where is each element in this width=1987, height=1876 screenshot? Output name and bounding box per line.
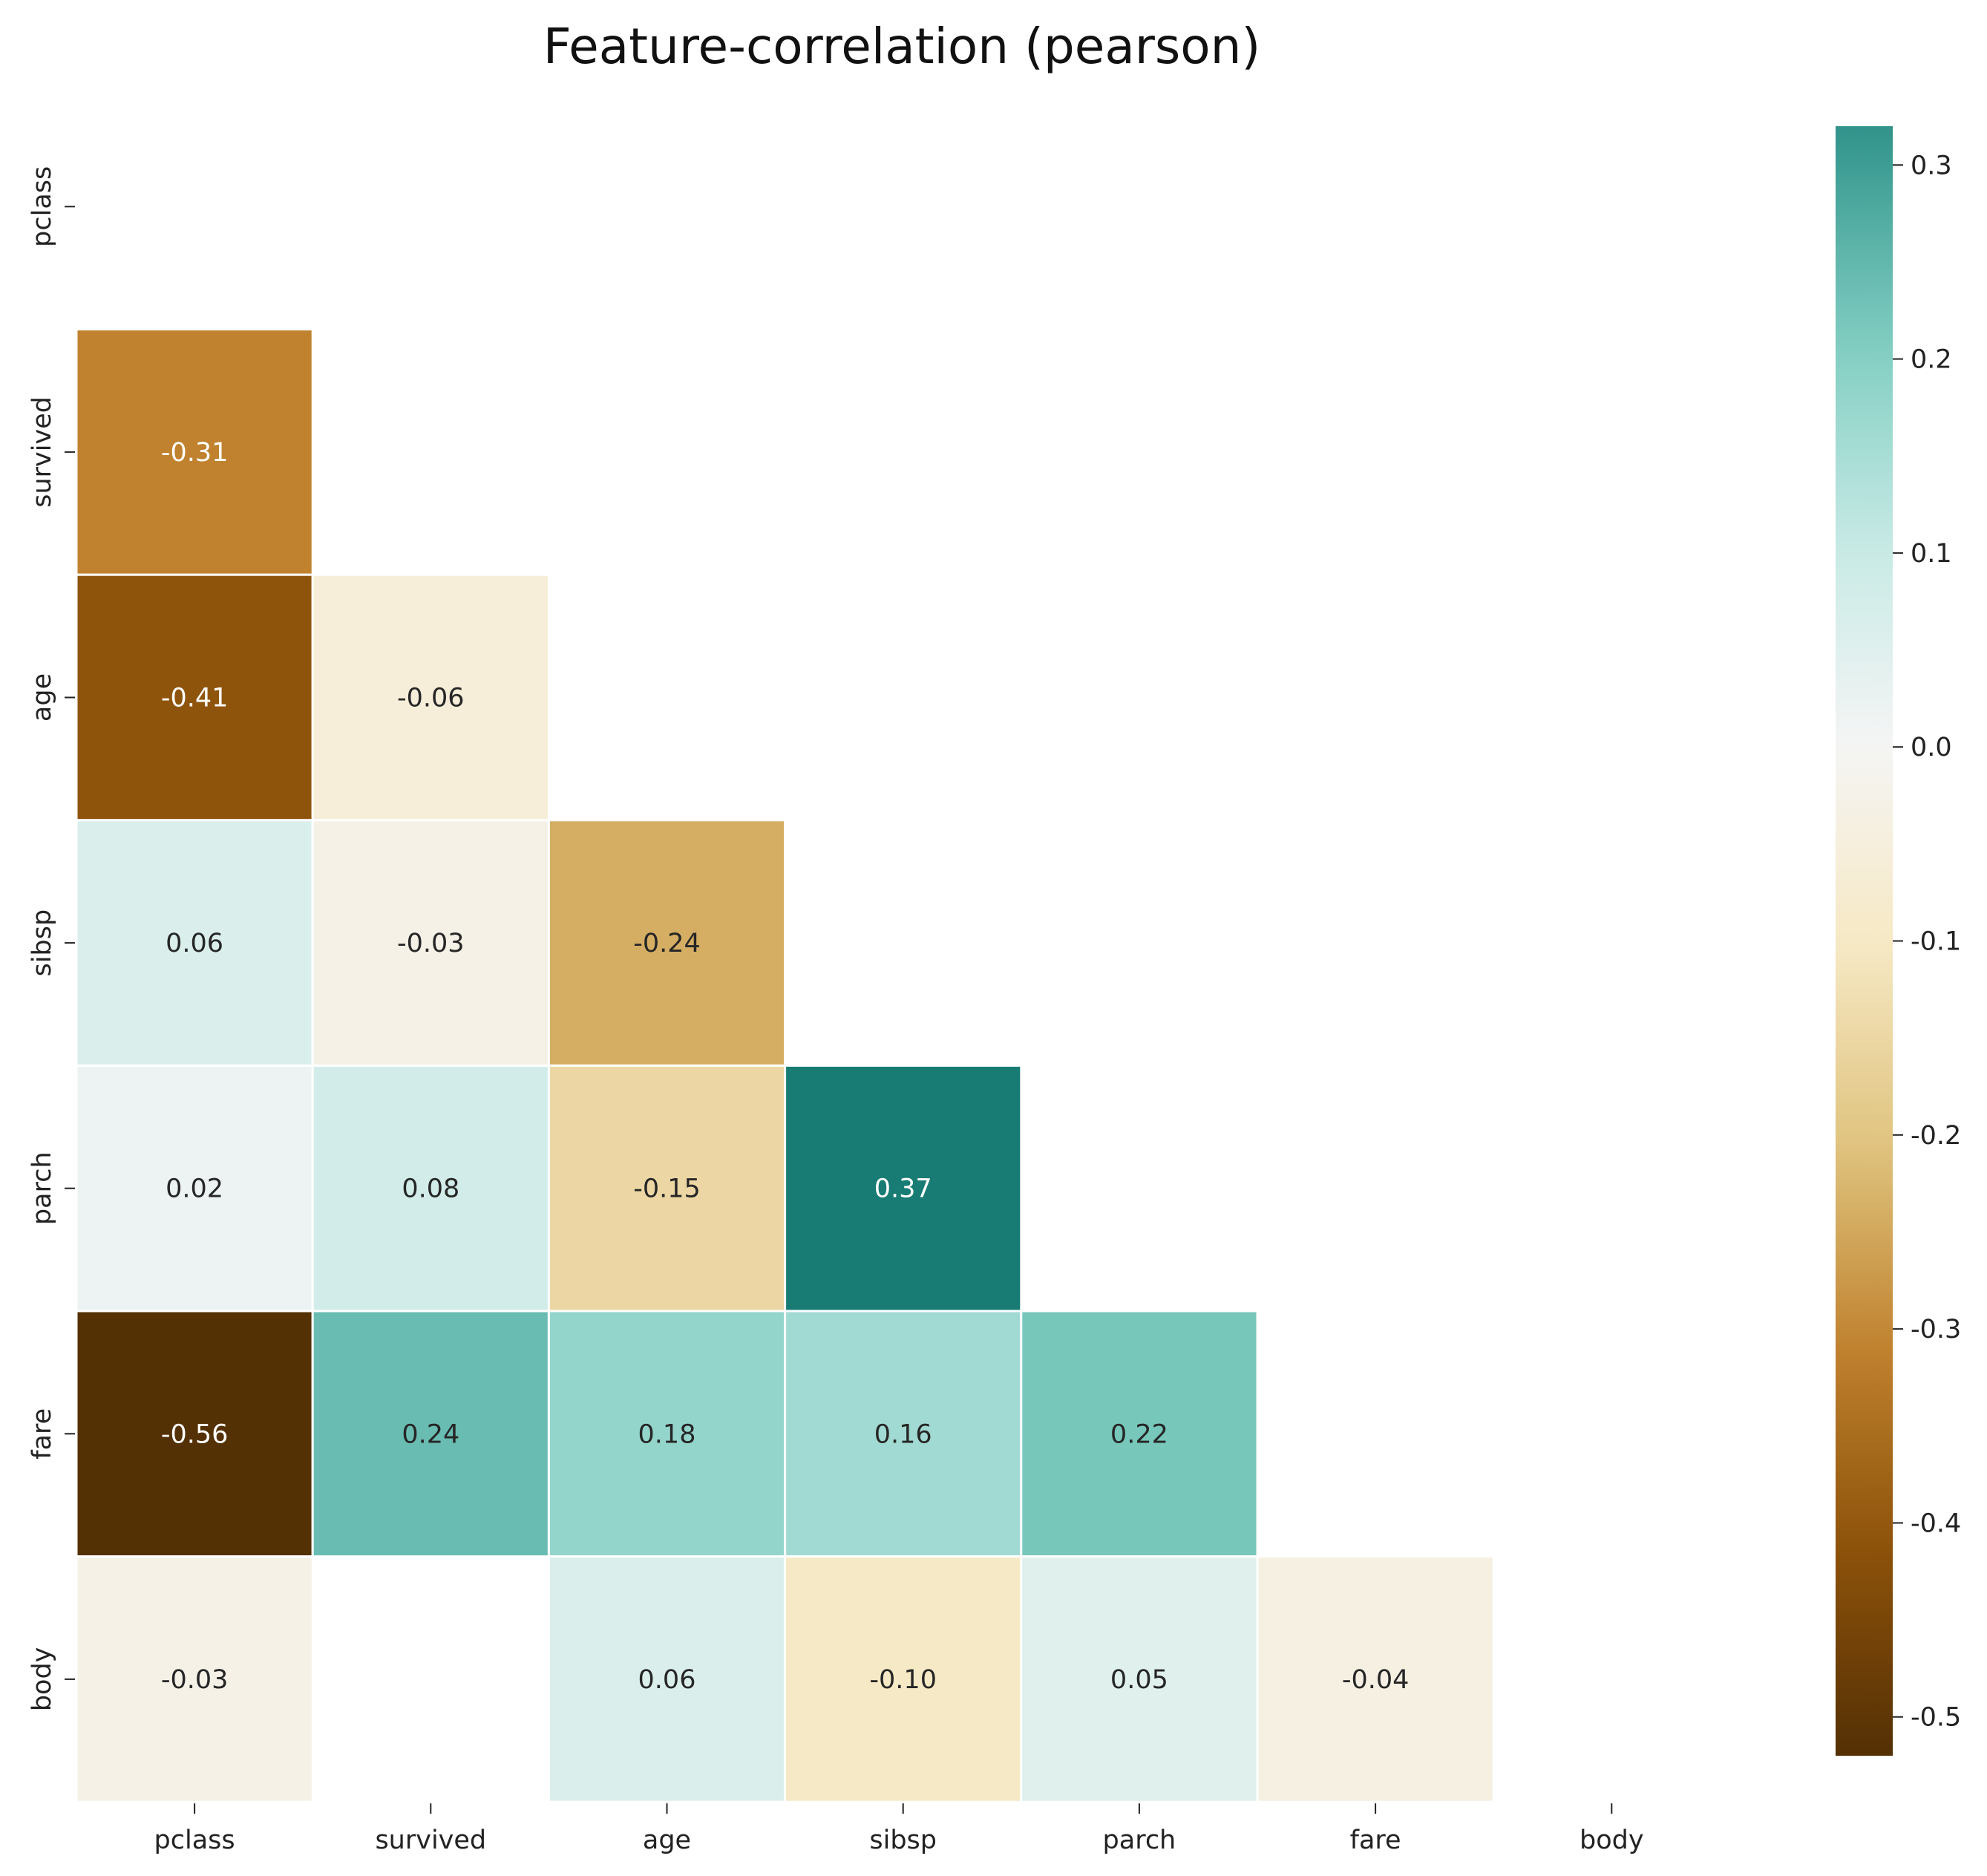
colorbar-gradient — [1836, 126, 1893, 1756]
chart-title: Feature-correlation (pearson) — [543, 18, 1261, 75]
y-tick-label-pclass: pclass — [27, 166, 57, 247]
cell-value-label-body-fare: -0.04 — [1342, 1665, 1410, 1695]
x-tick-label-fare: fare — [1350, 1826, 1401, 1855]
cell-value-labels: -0.31 -0.41 -0.06 0.06 -0.03 -0.24 0.02 0.08 -0.… — [161, 438, 1410, 1695]
x-tick-label-sibsp: sibsp — [869, 1826, 937, 1855]
x-tick-label-pclass: pclass — [154, 1826, 235, 1855]
heatmap-cell-parch-survived — [311, 1064, 550, 1313]
heatmap-cell-fare-sibsp — [784, 1310, 1023, 1558]
heatmap-cell-body-pclass — [75, 1555, 314, 1803]
y-tick-label-body: body — [27, 1647, 57, 1712]
y-tick-label-age: age — [27, 673, 57, 722]
heatmap-cell-body-fare — [1256, 1555, 1495, 1803]
heatmap-cell-age-survived — [311, 573, 550, 822]
y-tick-label-parch: parch — [27, 1151, 57, 1225]
heatmap-cell-body-sibsp — [784, 1555, 1023, 1803]
cell-value-label-parch-age: -0.15 — [633, 1174, 701, 1204]
cell-value-label-age-survived: -0.06 — [397, 684, 465, 713]
x-axis: pclass survived age sibsp parch fare body — [154, 1803, 1644, 1855]
cell-value-label-parch-survived: 0.08 — [402, 1174, 459, 1204]
heatmap-cell-sibsp-age — [547, 819, 787, 1067]
y-tick-label-fare: fare — [27, 1408, 57, 1460]
heatmap-cell-sibsp-survived — [311, 819, 550, 1067]
cell-value-label-parch-pclass: 0.02 — [166, 1174, 223, 1204]
colorbar-tick-label: -0.1 — [1911, 927, 1961, 957]
colorbar-tick-label: -0.3 — [1911, 1315, 1961, 1344]
colorbar-tick-label: -0.5 — [1911, 1703, 1961, 1733]
x-tick-label-age: age — [643, 1826, 691, 1855]
colorbar: -0.5 -0.4 -0.3 -0.2 -0.1 0.0 0.1 0.2 0.3 — [1836, 126, 1961, 1756]
y-tick-label-sibsp: sibsp — [27, 909, 57, 977]
cell-value-label-body-parch: 0.05 — [1110, 1665, 1168, 1695]
heatmap-cell-fare-survived — [311, 1310, 550, 1558]
colorbar-tick-label: 0.1 — [1911, 539, 1952, 569]
cell-value-label-sibsp-age: -0.24 — [633, 929, 701, 958]
cell-value-label-sibsp-pclass: 0.06 — [166, 929, 223, 958]
heatmap-cell-body-age — [547, 1555, 787, 1803]
heatmap-cell-fare-age — [547, 1310, 787, 1558]
cell-value-label-body-age: 0.06 — [638, 1665, 696, 1695]
cell-value-label-fare-pclass: -0.56 — [161, 1419, 229, 1449]
heatmap-cell-fare-parch — [1020, 1310, 1259, 1558]
cell-value-label-body-pclass: -0.03 — [161, 1665, 229, 1695]
colorbar-tick-label: 0.0 — [1911, 733, 1952, 762]
cell-value-label-parch-sibsp: 0.37 — [874, 1174, 932, 1204]
colorbar-tick-label: 0.2 — [1911, 345, 1952, 375]
heatmap-cell-age-pclass — [75, 573, 314, 822]
heatmap-cells — [75, 328, 1495, 1803]
x-tick-label-survived: survived — [375, 1826, 486, 1855]
cell-value-label-fare-sibsp: 0.16 — [874, 1419, 932, 1449]
cell-value-label-age-pclass: -0.41 — [161, 684, 229, 713]
colorbar-tick-label: 0.3 — [1911, 151, 1952, 180]
cell-value-label-body-sibsp: -0.10 — [869, 1665, 937, 1695]
y-tick-label-survived: survived — [27, 396, 57, 508]
heatmap-cell-sibsp-pclass — [75, 819, 314, 1067]
x-tick-label-body: body — [1580, 1826, 1644, 1855]
cell-value-label-sibsp-survived: -0.03 — [397, 929, 465, 958]
colorbar-tick-label: -0.4 — [1911, 1509, 1961, 1538]
heatmap-cell-parch-sibsp — [784, 1064, 1023, 1313]
cell-value-label-fare-age: 0.18 — [638, 1419, 696, 1449]
heatmap-cell-body-parch — [1020, 1555, 1259, 1803]
cell-value-label-fare-parch: 0.22 — [1110, 1419, 1168, 1449]
heatmap-cell-survived-pclass — [75, 328, 314, 576]
y-axis: pclass survived age sibsp parch fare body — [27, 166, 75, 1711]
cell-value-label-survived-pclass: -0.31 — [161, 438, 229, 468]
colorbar-tick-label: -0.2 — [1911, 1121, 1961, 1151]
cell-value-label-fare-survived: 0.24 — [402, 1419, 459, 1449]
x-tick-label-parch: parch — [1103, 1826, 1176, 1855]
